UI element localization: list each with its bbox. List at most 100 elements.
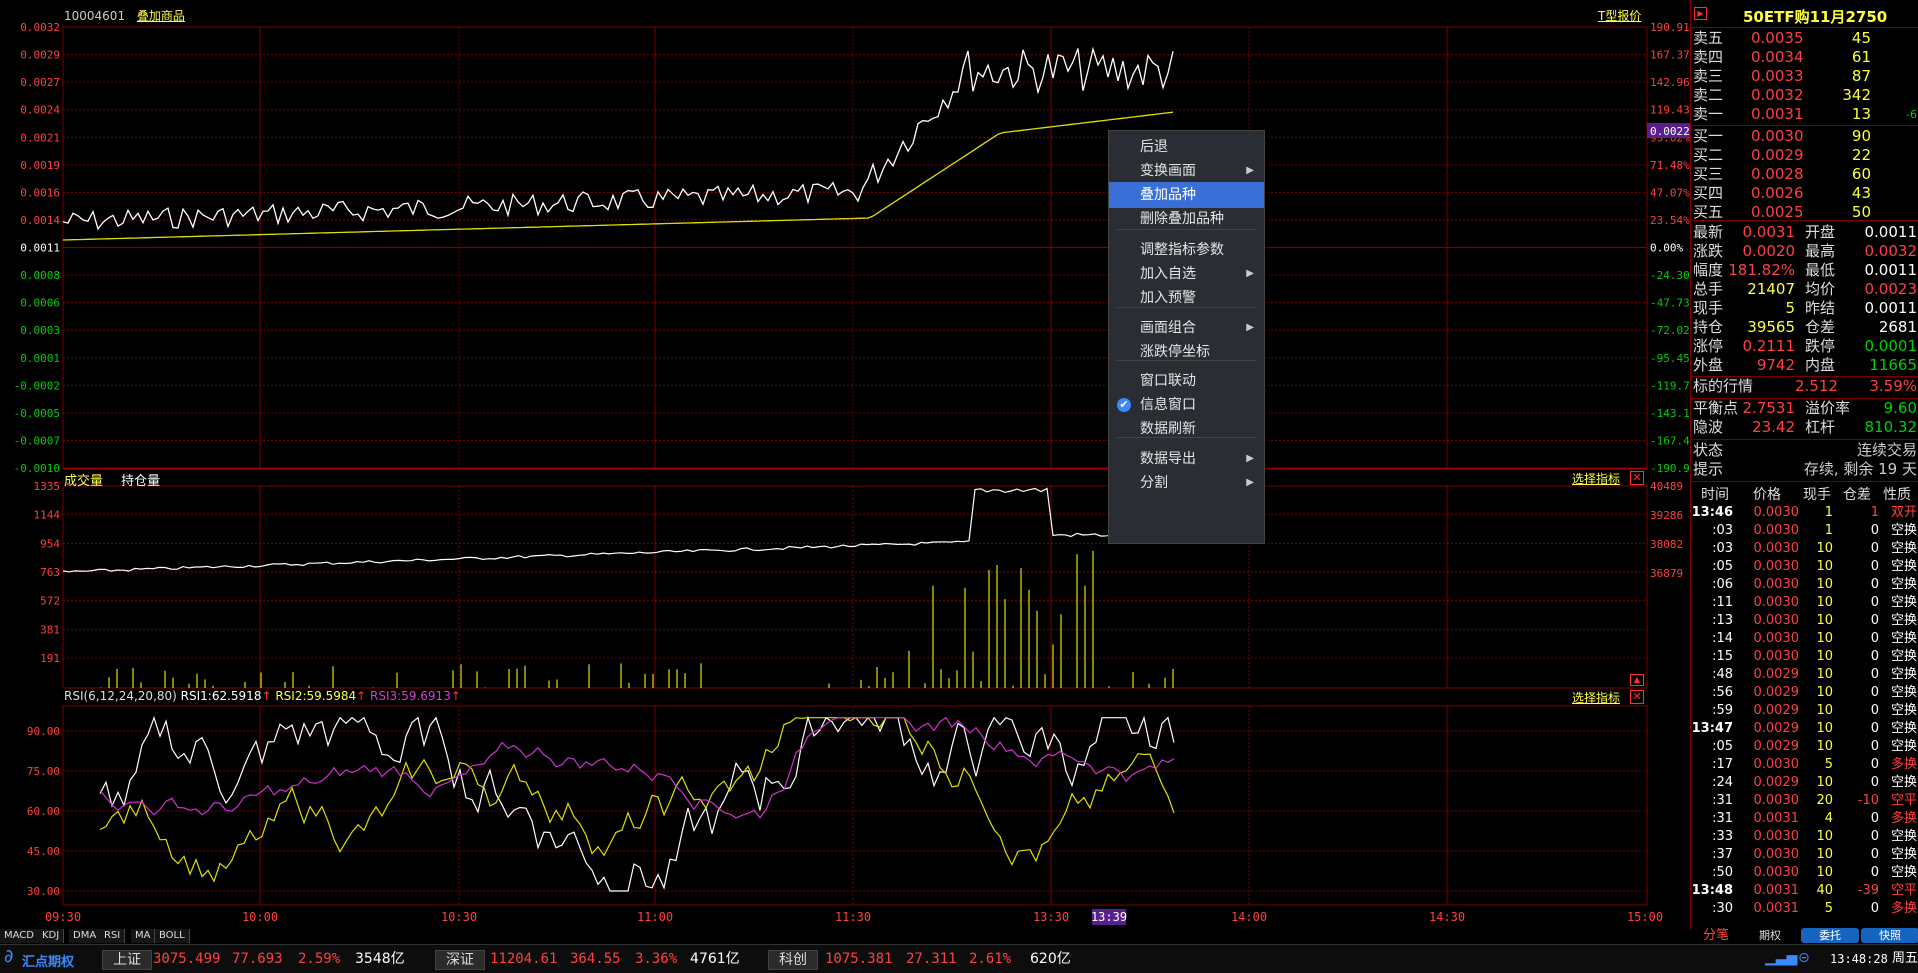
panel-tab[interactable]: 委托 [1801, 928, 1859, 943]
context-menu[interactable]: 后退 变换画面 ▶ 叠加品种 删除叠加品种 调整指标参数 加入自选 ▶ 加入预警画面组合 ▶ 涨跌停… [1108, 130, 1265, 544]
menu-item[interactable]: 变换画面 ▶ [1109, 158, 1264, 184]
contract-title: 50ETF购11月2750 [1743, 8, 1888, 26]
menu-item[interactable]: 分割 ▶ [1109, 470, 1264, 496]
sz-index-button[interactable]: 深证 [435, 950, 485, 970]
oi-axis-label: 40489 [1650, 480, 1683, 493]
trade-price: 0.0030 [1753, 649, 1800, 664]
stat-label: 溢价率 [1805, 399, 1851, 417]
indicator-tab[interactable]: BOLL [155, 929, 190, 943]
stat-label: 持仓 [1693, 318, 1724, 336]
stat-value: 0.0031 [1742, 223, 1796, 241]
chart-header: 10004601 叠加商品 [64, 7, 185, 24]
level-label: 买二 [1693, 146, 1724, 164]
trade-oi-change: 0 [1870, 631, 1879, 646]
volume-close-icon[interactable]: ✕ [1630, 471, 1644, 485]
panel-tab[interactable]: 期权 [1745, 928, 1795, 943]
price-axis-label: 0.0021 [20, 131, 60, 144]
link-icon[interactable]: ⊝ [1798, 950, 1810, 966]
trade-time: :06 [1712, 577, 1733, 592]
trade-price: 0.0029 [1753, 739, 1800, 754]
pct-axis-label: 190.91% [1650, 21, 1690, 34]
trade-nature: 空换 [1890, 577, 1917, 592]
volume-axis-label: 954 [40, 537, 60, 550]
sh-index-button[interactable]: 上证 [102, 950, 152, 970]
stat-value: 0.2111 [1742, 337, 1796, 355]
pct-axis-label: 47.07% [1650, 186, 1690, 199]
menu-item[interactable]: 涨跌停坐标 [1109, 339, 1264, 365]
trade-oi-change: 0 [1870, 829, 1879, 844]
price-axis-label: 0.0011 [20, 242, 60, 255]
panel-tab[interactable]: 快照 [1861, 928, 1918, 943]
volume-axis-label: 381 [40, 623, 60, 636]
trade-oi-change: 0 [1870, 613, 1879, 628]
stat-label: 开盘 [1805, 223, 1836, 241]
sz-pct: 3.36% [635, 951, 678, 967]
menu-item[interactable]: 数据刷新 [1109, 416, 1264, 442]
trade-row: :11 0.0030 10 0 空换 [1691, 594, 1918, 612]
menu-item[interactable]: 调整指标参数 [1109, 237, 1264, 263]
trade-time: :56 [1712, 685, 1733, 700]
trade-volume: 10 [1816, 685, 1833, 700]
pct-axis-label: 119.43% [1650, 104, 1690, 117]
menu-item[interactable]: 窗口联动 [1109, 368, 1264, 394]
rsi-header: RSI(6,12,24,20,80) RSI1:62.5918↑ RSI2:59… [64, 689, 461, 703]
indicator-tab[interactable]: KDJ [38, 929, 65, 943]
volume-select-indicator[interactable]: 选择指标 [1572, 472, 1621, 486]
trade-price: 0.0030 [1753, 829, 1800, 844]
open-interest-label[interactable]: 持仓量 [121, 474, 161, 489]
menu-item[interactable]: 画面组合 ▶ [1109, 315, 1264, 341]
trade-volume: 10 [1816, 775, 1833, 790]
pct-axis-label: 23.54% [1650, 214, 1690, 227]
indicator-tab[interactable]: MACD [0, 929, 39, 943]
current-price-tag: 0.0022 [1650, 125, 1690, 138]
price-axis-label: 0.0019 [20, 159, 60, 172]
chart-area[interactable]: 09:30 10:00 10:30 11:00 11:30 13:30 14:00 14:30… [0, 0, 1690, 944]
price-axis-label: 0.0016 [20, 186, 60, 199]
trade-nature: 空换 [1890, 775, 1917, 790]
trade-time: 13:48 [1691, 883, 1733, 898]
volume-label[interactable]: 成交量 [64, 474, 104, 489]
overlay-link[interactable]: 叠加商品 [136, 9, 185, 23]
menu-item[interactable]: 叠加品种 [1109, 182, 1264, 208]
indicator-tab[interactable]: MA [131, 929, 156, 943]
trade-time: 13:47 [1691, 721, 1733, 736]
trade-price: 0.0030 [1753, 541, 1800, 556]
trade-row: :14 0.0030 10 0 空换 [1691, 630, 1918, 648]
trade-nature: 空换 [1890, 541, 1917, 556]
stat-row: 持仓 39565 仓差 2681 [1691, 318, 1918, 337]
indicator-tab[interactable]: DMA [69, 929, 102, 943]
trade-oi-change: 0 [1870, 721, 1879, 736]
level-price: 0.0025 [1751, 203, 1804, 221]
trade-row: :59 0.0029 10 0 空换 [1691, 702, 1918, 720]
menu-item[interactable]: 加入自选 ▶ [1109, 261, 1264, 287]
level-volume: 342 [1842, 86, 1871, 104]
trade-row: :56 0.0029 10 0 空换 [1691, 684, 1918, 702]
kc-index-button[interactable]: 科创 [768, 950, 818, 970]
menu-item[interactable]: 加入预警 [1109, 285, 1264, 311]
time-axis-label: 11:00 [637, 910, 673, 924]
menu-item[interactable]: 删除叠加品种 [1109, 206, 1264, 232]
price-axis-label: 0.0003 [20, 324, 60, 337]
level-price: 0.0034 [1751, 48, 1804, 66]
rsi-axis-label: 60.00 [27, 805, 60, 818]
menu-item[interactable]: 数据导出 ▶ [1109, 446, 1264, 472]
underlying-row: 标的行情 2.512 3.59% [1693, 377, 1917, 395]
trade-time: :24 [1712, 775, 1733, 790]
indicator-tab[interactable]: RSI [100, 929, 126, 943]
rsi-select-indicator[interactable]: 选择指标 [1572, 691, 1621, 705]
trade-header: 时间 [1701, 487, 1729, 503]
t-quote-link[interactable]: T型报价 [1598, 9, 1642, 23]
panel-tab[interactable]: 分笔 [1691, 928, 1741, 943]
price-axis-label: 0.0024 [20, 104, 60, 117]
quote-panel-menu-icon[interactable]: ▶ [1694, 7, 1707, 20]
trade-oi-change: 0 [1870, 811, 1879, 826]
price-axis-label: 0.0029 [20, 49, 60, 62]
rsi-close-icon[interactable]: ✕ [1630, 690, 1644, 704]
panel-expand-icon[interactable]: ▲ [1630, 674, 1644, 686]
menu-item[interactable]: 后退 [1109, 134, 1264, 160]
menu-item[interactable]: 信息窗口 ✔ [1109, 392, 1264, 418]
sh-pct: 2.59% [298, 951, 341, 967]
trade-volume: 10 [1816, 595, 1833, 610]
trade-price: 0.0030 [1753, 631, 1800, 646]
trade-nature: 空换 [1890, 865, 1917, 880]
